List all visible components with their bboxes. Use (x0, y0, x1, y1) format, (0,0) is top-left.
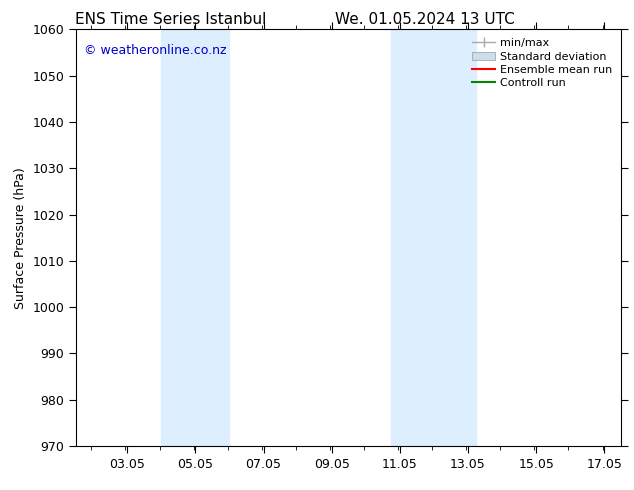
Text: We. 01.05.2024 13 UTC: We. 01.05.2024 13 UTC (335, 12, 515, 27)
Y-axis label: Surface Pressure (hPa): Surface Pressure (hPa) (14, 167, 27, 309)
Text: © weatheronline.co.nz: © weatheronline.co.nz (84, 44, 227, 57)
Bar (391, 29, 477, 446)
Legend: min/max, Standard deviation, Ensemble mean run, Controll run: min/max, Standard deviation, Ensemble me… (469, 35, 616, 92)
Text: ENS Time Series Istanbul: ENS Time Series Istanbul (75, 12, 267, 27)
Bar (161, 29, 230, 446)
